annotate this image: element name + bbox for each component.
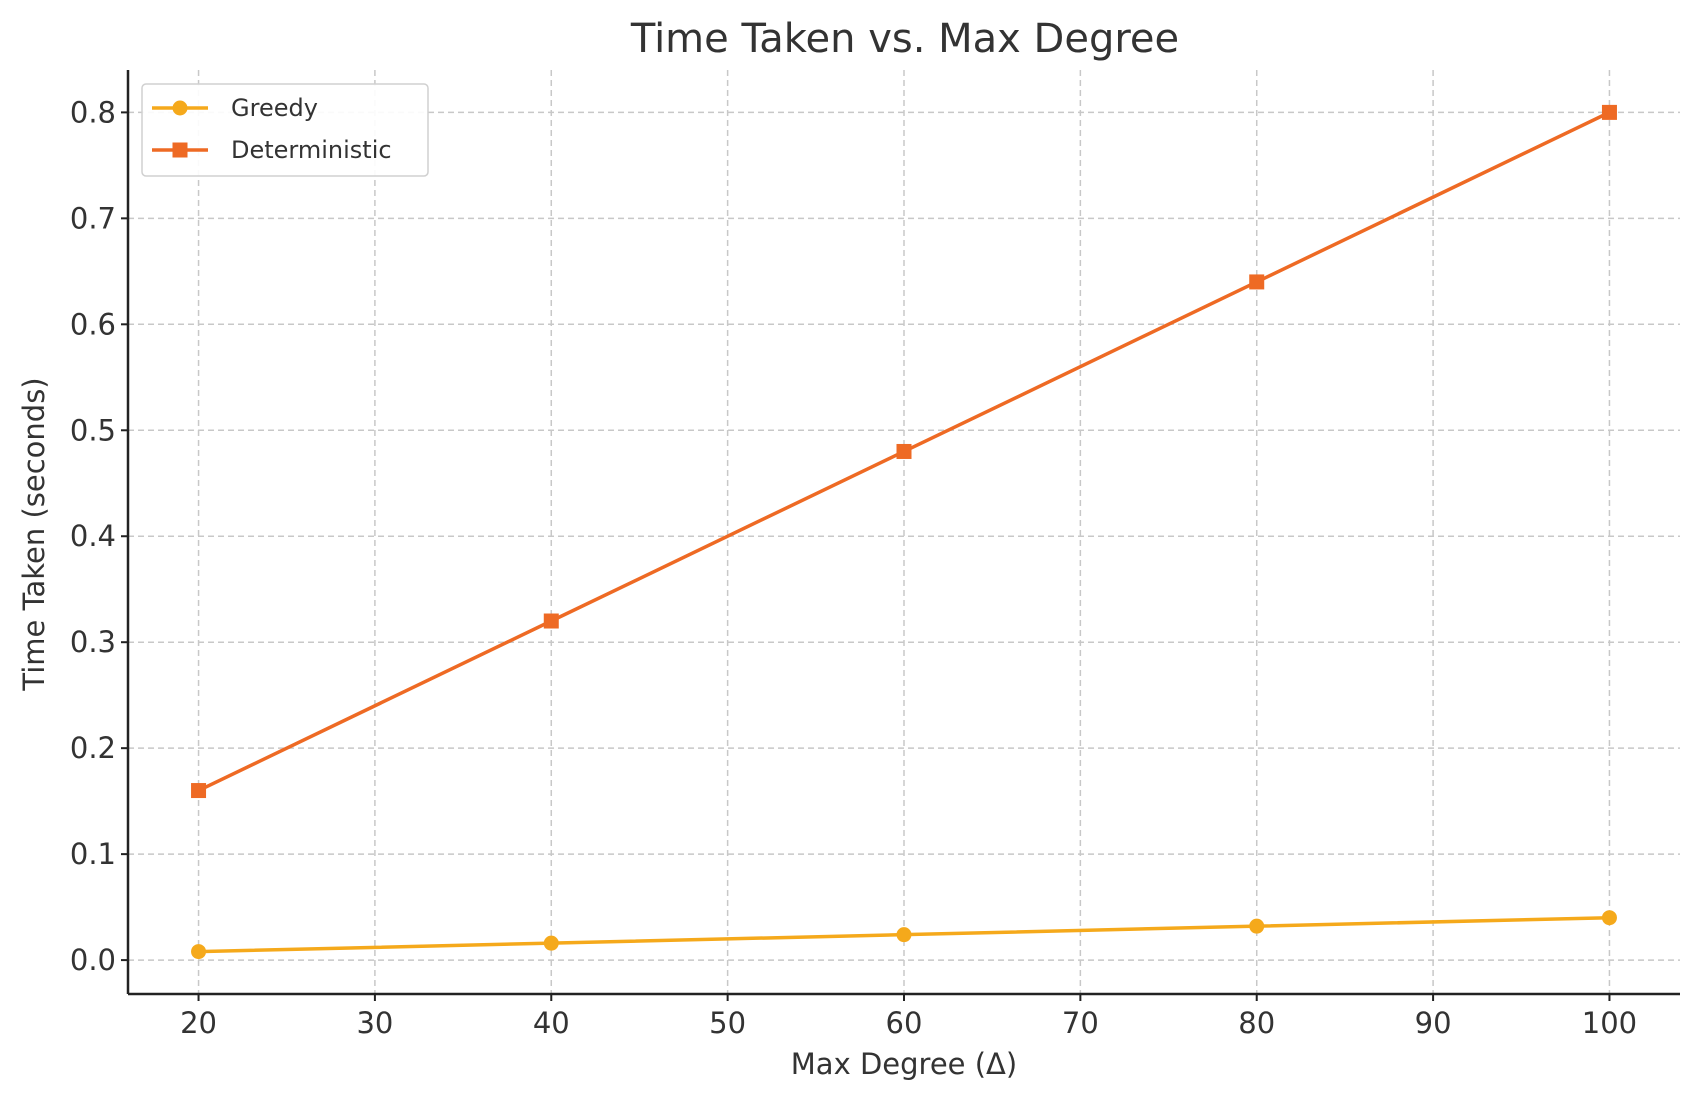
x-tick-label: 100 <box>1582 1006 1637 1040</box>
y-tick-label: 0.7 <box>70 201 116 235</box>
greedy-legend-label: Greedy <box>231 94 318 122</box>
x-tick-label: 40 <box>533 1006 570 1040</box>
greedy-legend-marker <box>172 100 188 116</box>
y-tick-label: 0.6 <box>70 307 116 341</box>
legend: Greedy Deterministic <box>141 83 429 177</box>
deterministic-point <box>1249 274 1265 290</box>
x-tick-label: 80 <box>1238 1006 1275 1040</box>
y-tick-label: 0.2 <box>70 731 116 765</box>
greedy-point <box>543 935 559 951</box>
y-tick-label: 0.1 <box>70 837 116 871</box>
deterministic-point <box>896 443 912 459</box>
grid <box>128 70 1680 994</box>
x-tick-label: 60 <box>886 1006 923 1040</box>
x-tick-label: 30 <box>356 1006 393 1040</box>
deterministic-legend-label: Deterministic <box>231 136 392 164</box>
x-axis-label: Max Degree (Δ) <box>791 1047 1017 1081</box>
deterministic-point <box>543 613 559 629</box>
deterministic-point <box>191 783 207 799</box>
series <box>191 104 1617 960</box>
y-tick-label: 0.0 <box>70 943 116 977</box>
x-tick-label: 70 <box>1062 1006 1099 1040</box>
y-axis-label: Time Taken (seconds) <box>17 377 51 691</box>
axes: 20 30 40 50 60 70 80 90 100 0.0 0.1 0.2 0.3 0.4 0.5 0.6… <box>70 70 1680 1040</box>
y-tick-label: 0.4 <box>70 519 116 553</box>
greedy-point <box>191 944 207 960</box>
x-tick-label: 90 <box>1415 1006 1452 1040</box>
greedy-point <box>896 927 912 943</box>
y-tick-label: 0.3 <box>70 625 116 659</box>
x-tick-label: 20 <box>180 1006 217 1040</box>
greedy-point <box>1249 918 1265 934</box>
x-tick-label: 50 <box>709 1006 746 1040</box>
y-tick-label: 0.8 <box>70 95 116 129</box>
legend-box <box>141 83 429 177</box>
y-tick-label: 0.5 <box>70 413 116 447</box>
deterministic-legend-marker <box>172 142 188 158</box>
greedy-point <box>1601 910 1617 926</box>
deterministic-point <box>1601 104 1617 120</box>
chart-title: Time Taken vs. Max Degree <box>630 16 1179 62</box>
